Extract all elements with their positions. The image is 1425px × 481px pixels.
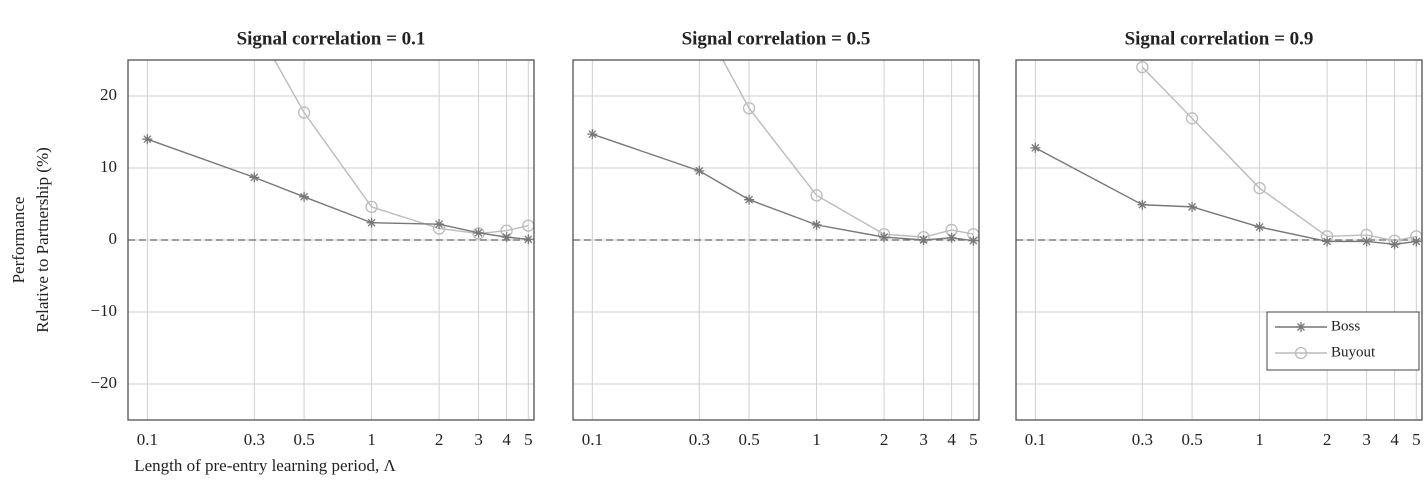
x-tick-label: 0.1 bbox=[1025, 430, 1046, 449]
panel-title: Signal correlation = 0.1 bbox=[237, 28, 426, 49]
x-tick-label: 1 bbox=[1255, 430, 1264, 449]
series-line bbox=[722, 60, 974, 238]
y-tick-label: −20 bbox=[90, 373, 117, 392]
x-tick-label: 0.5 bbox=[738, 430, 759, 449]
marker-circle bbox=[1136, 61, 1149, 74]
marker-star bbox=[1187, 201, 1198, 212]
marker-circle bbox=[810, 189, 823, 202]
marker-star bbox=[694, 165, 705, 176]
x-tick-label: 3 bbox=[1362, 430, 1371, 449]
marker-star bbox=[249, 172, 260, 183]
series-line bbox=[1141, 66, 1417, 242]
x-tick-label: 4 bbox=[502, 430, 511, 449]
marker-circle bbox=[742, 102, 756, 115]
x-axis-label: Length of pre-entry learning period, Λ bbox=[134, 456, 396, 475]
series-line bbox=[147, 138, 529, 240]
x-tick-label: 5 bbox=[1412, 430, 1421, 449]
x-tick-label: 1 bbox=[367, 430, 376, 449]
marker-star bbox=[946, 232, 957, 243]
marker-star bbox=[1411, 236, 1422, 247]
marker-star bbox=[299, 191, 310, 202]
x-tick-label: 0.1 bbox=[582, 430, 603, 449]
marker-star bbox=[1137, 199, 1148, 210]
marker-star bbox=[968, 235, 979, 246]
x-tick-label: 0.5 bbox=[1181, 430, 1202, 449]
axes-frame bbox=[572, 59, 980, 421]
marker-star bbox=[366, 217, 377, 228]
marker-star bbox=[1296, 322, 1306, 332]
y-tick-label: −10 bbox=[90, 301, 117, 320]
x-tick-label: 2 bbox=[435, 430, 444, 449]
marker-circle bbox=[1185, 112, 1199, 125]
marker-star bbox=[918, 235, 929, 245]
legend-label: Boss bbox=[1331, 318, 1360, 334]
x-tick-label: 1 bbox=[812, 430, 821, 449]
marker-star bbox=[1254, 222, 1265, 233]
axes-frame bbox=[1015, 59, 1423, 421]
y-axis-label: Performance bbox=[9, 197, 28, 284]
panel-title: Signal correlation = 0.9 bbox=[1125, 28, 1314, 49]
marker-star bbox=[1389, 239, 1400, 250]
x-tick-label: 0.3 bbox=[244, 430, 265, 449]
marker-circle bbox=[1294, 346, 1308, 360]
axes-frame bbox=[127, 59, 535, 421]
plot-area bbox=[587, 11, 979, 246]
marker-star bbox=[142, 134, 153, 145]
marker-circle bbox=[1253, 182, 1266, 195]
x-tick-label: 2 bbox=[1323, 430, 1332, 449]
marker-star bbox=[811, 219, 822, 230]
x-tick-label: 2 bbox=[880, 430, 889, 449]
series-line bbox=[592, 133, 974, 242]
plot-area bbox=[1030, 61, 1422, 250]
y-tick-label: 10 bbox=[100, 157, 117, 176]
x-tick-label: 3 bbox=[919, 430, 928, 449]
marker-circle bbox=[694, 11, 705, 22]
marker-star bbox=[744, 194, 755, 205]
legend-box bbox=[1266, 311, 1420, 371]
marker-star bbox=[1030, 142, 1041, 153]
marker-star bbox=[1322, 236, 1333, 247]
marker-circle bbox=[365, 200, 378, 214]
marker-star bbox=[434, 219, 445, 230]
marker-star bbox=[523, 234, 534, 245]
series-line bbox=[1035, 147, 1417, 246]
series-line bbox=[273, 60, 529, 235]
legend-label: Buyout bbox=[1331, 344, 1376, 360]
y-axis-label: Relative to Partnership (%) bbox=[33, 147, 52, 333]
marker-star bbox=[1361, 236, 1372, 247]
y-tick-label: 0 bbox=[109, 229, 118, 248]
marker-circle bbox=[297, 106, 311, 119]
x-tick-label: 4 bbox=[1390, 430, 1399, 449]
x-tick-label: 0.5 bbox=[293, 430, 314, 449]
x-tick-label: 3 bbox=[474, 430, 483, 449]
marker-star bbox=[587, 129, 598, 140]
x-tick-label: 0.1 bbox=[137, 430, 158, 449]
marker-star bbox=[473, 227, 484, 238]
panel-title: Signal correlation = 0.5 bbox=[682, 28, 871, 49]
marker-star bbox=[879, 232, 890, 243]
x-tick-label: 4 bbox=[947, 430, 956, 449]
plot-area bbox=[142, 60, 534, 245]
x-tick-label: 0.3 bbox=[689, 430, 710, 449]
x-tick-label: 5 bbox=[524, 430, 533, 449]
marker-star bbox=[501, 232, 512, 243]
y-tick-label: 20 bbox=[100, 85, 117, 104]
x-tick-label: 5 bbox=[969, 430, 978, 449]
x-tick-label: 0.3 bbox=[1132, 430, 1153, 449]
